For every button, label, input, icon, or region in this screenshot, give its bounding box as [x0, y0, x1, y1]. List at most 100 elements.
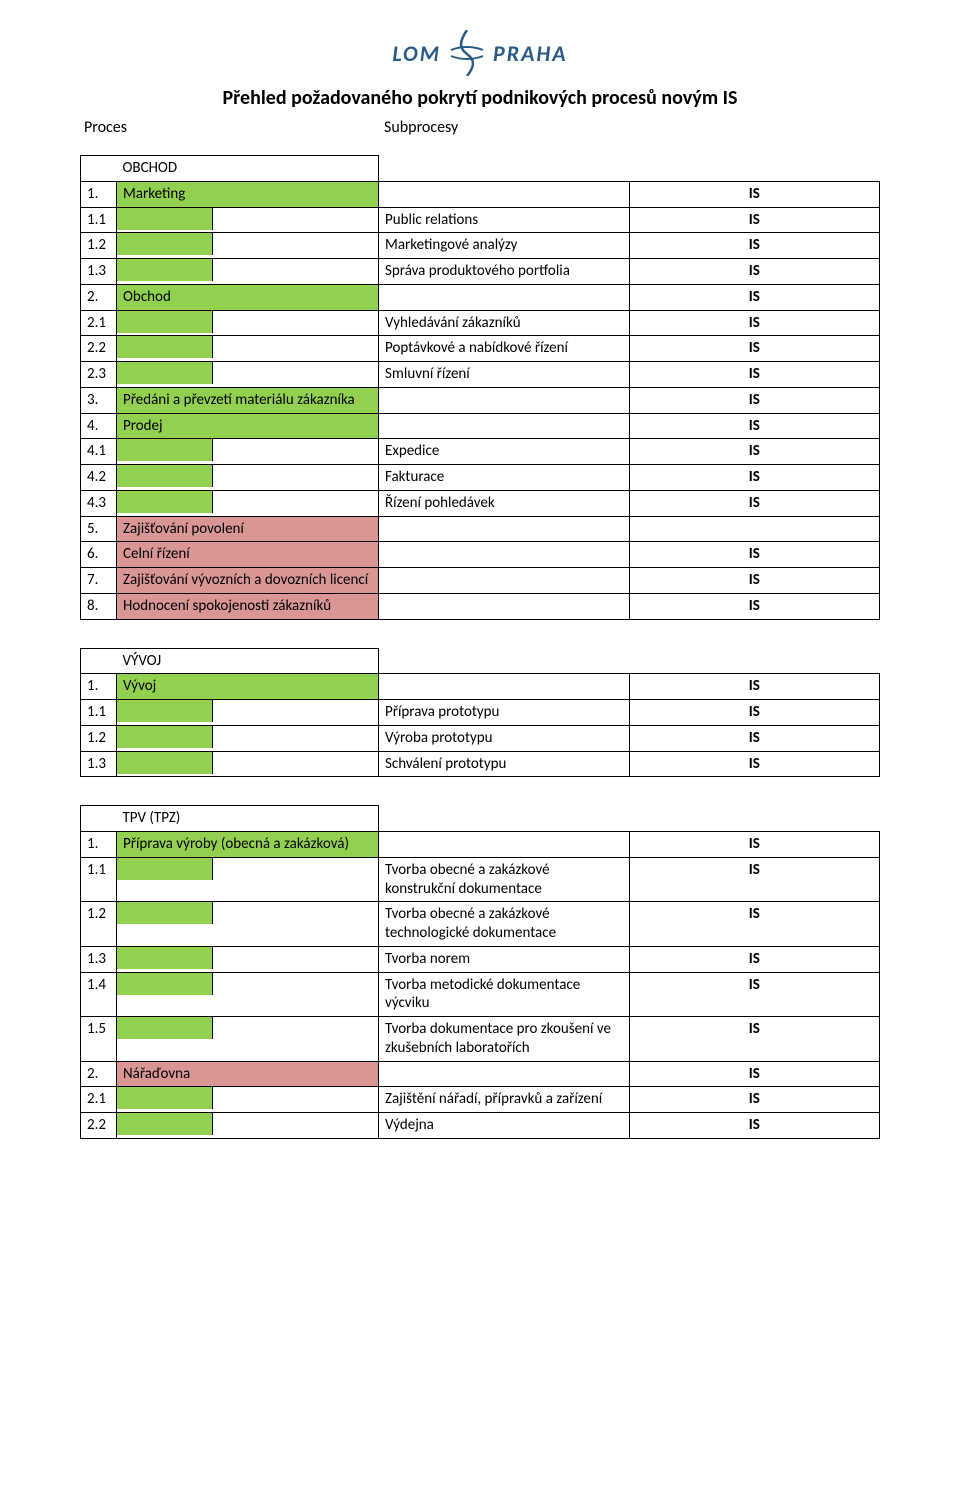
- row-number: 2.: [81, 1061, 117, 1087]
- row-number: 2.2: [81, 336, 117, 362]
- is-flag: IS: [629, 310, 880, 336]
- sub-green-bar: [117, 465, 379, 491]
- subprocess-empty: [379, 284, 630, 310]
- sub-green-bar: [117, 491, 213, 513]
- row-number: 1.: [81, 674, 117, 700]
- is-flag: IS: [629, 902, 880, 947]
- is-flag: IS: [629, 233, 880, 259]
- subprocess-label: Tvorba obecné a zakázkové technologické …: [379, 902, 630, 947]
- section-name: VÝVOJ: [117, 648, 379, 674]
- subprocess-label: Poptávkové a nabídkové řízení: [379, 336, 630, 362]
- subprocess-label: Tvorba norem: [379, 946, 630, 972]
- table-row: 2.3Smluvní řízeníIS: [81, 362, 880, 388]
- process-table: VÝVOJ1.VývojIS1.1Příprava prototypuIS1.2…: [80, 648, 880, 778]
- sub-green-bar: [117, 1113, 213, 1135]
- row-number: 1.1: [81, 857, 117, 902]
- process-label: Zajišťování povolení: [117, 516, 379, 542]
- is-flag: IS: [629, 674, 880, 700]
- subprocess-label: Příprava prototypu: [379, 700, 630, 726]
- row-number: 6.: [81, 542, 117, 568]
- row-number: 1.3: [81, 259, 117, 285]
- is-flag: IS: [629, 387, 880, 413]
- sub-green-bar: [117, 1017, 379, 1062]
- sub-green-bar: [117, 439, 379, 465]
- is-flag: IS: [629, 1061, 880, 1087]
- sub-green-bar: [117, 1113, 379, 1139]
- subprocess-empty: [379, 674, 630, 700]
- subprocess-empty: [379, 832, 630, 858]
- is-flag: IS: [629, 259, 880, 285]
- table-row: 4.1ExpediceIS: [81, 439, 880, 465]
- is-flag: IS: [629, 1017, 880, 1062]
- sub-green-bar: [117, 752, 213, 774]
- is-flag: IS: [629, 857, 880, 902]
- table-row: 1.1Příprava prototypuIS: [81, 700, 880, 726]
- table-row: 3.Předáni a převzetí materiálu zákazníka…: [81, 387, 880, 413]
- is-flag: IS: [629, 465, 880, 491]
- table-row: 6.Celní řízení IS: [81, 542, 880, 568]
- process-label: Nářaďovna: [117, 1061, 379, 1087]
- row-number: 1.2: [81, 902, 117, 947]
- section-header-filler: [379, 648, 880, 674]
- section-header-blank: [81, 806, 117, 832]
- table-row: 7.Zajišťování vývozních a dovozních lice…: [81, 568, 880, 594]
- process-tables: OBCHOD1.MarketingIS1.1Public relationsIS…: [80, 155, 880, 1139]
- row-number: 2.3: [81, 362, 117, 388]
- sub-green-bar: [117, 726, 213, 748]
- sub-green-bar: [117, 259, 213, 281]
- process-table: TPV (TPZ)1.Příprava výroby (obecná a zak…: [80, 805, 880, 1139]
- is-flag: IS: [629, 1113, 880, 1139]
- row-number: 2.2: [81, 1113, 117, 1139]
- subprocess-label: Tvorba obecné a zakázkové konstrukční do…: [379, 857, 630, 902]
- table-row: 1.5Tvorba dokumentace pro zkoušení ve zk…: [81, 1017, 880, 1062]
- section-header-blank: [81, 156, 117, 182]
- subprocess-label: Řízení pohledávek: [379, 490, 630, 516]
- sub-green-bar: [117, 465, 213, 487]
- sub-green-bar: [117, 259, 379, 285]
- sub-green-bar: [117, 490, 379, 516]
- subprocess-label: Zajištění nářadí, přípravků a zařízení: [379, 1087, 630, 1113]
- is-flag: IS: [629, 593, 880, 619]
- row-number: 2.: [81, 284, 117, 310]
- section-header-row: VÝVOJ: [81, 648, 880, 674]
- subprocess-label: Public relations: [379, 207, 630, 233]
- is-flag: IS: [629, 362, 880, 388]
- is-flag: [629, 516, 880, 542]
- row-number: 2.1: [81, 1087, 117, 1113]
- subprocess-empty: [379, 387, 630, 413]
- header-subprocesy: Subprocesy: [384, 118, 458, 137]
- logo: LOM PRAHA: [80, 30, 880, 76]
- page-title: Přehled požadovaného pokrytí podnikových…: [80, 86, 880, 110]
- row-number: 1.3: [81, 946, 117, 972]
- table-row: 8.Hodnocení spokojenosti zákazníkůIS: [81, 593, 880, 619]
- table-row: 1.VývojIS: [81, 674, 880, 700]
- row-number: 5.: [81, 516, 117, 542]
- process-label: Celní řízení: [117, 542, 379, 568]
- subprocess-label: Vyhledávání zákazníků: [379, 310, 630, 336]
- subprocess-empty: [379, 568, 630, 594]
- is-flag: IS: [629, 181, 880, 207]
- process-label: Příprava výroby (obecná a zakázková): [117, 832, 379, 858]
- subprocess-label: Tvorba metodické dokumentace výcviku: [379, 972, 630, 1017]
- sub-green-bar: [117, 725, 379, 751]
- is-flag: IS: [629, 725, 880, 751]
- sub-green-bar: [117, 207, 379, 233]
- sub-green-bar: [117, 208, 213, 230]
- logo-swoosh-icon: [449, 30, 485, 76]
- subprocess-label: Výdejna: [379, 1113, 630, 1139]
- sub-green-bar: [117, 311, 213, 333]
- row-number: 8.: [81, 593, 117, 619]
- sub-green-bar: [117, 700, 213, 722]
- subprocess-empty: [379, 1061, 630, 1087]
- sub-green-bar: [117, 946, 379, 972]
- row-number: 1.: [81, 832, 117, 858]
- sub-green-bar: [117, 947, 213, 969]
- sub-green-bar: [117, 233, 213, 255]
- sub-green-bar: [117, 310, 379, 336]
- table-row: 2.2Poptávkové a nabídkové řízeníIS: [81, 336, 880, 362]
- is-flag: IS: [629, 542, 880, 568]
- is-flag: IS: [629, 490, 880, 516]
- row-number: 2.1: [81, 310, 117, 336]
- subprocess-label: Fakturace: [379, 465, 630, 491]
- sub-green-bar: [117, 362, 379, 388]
